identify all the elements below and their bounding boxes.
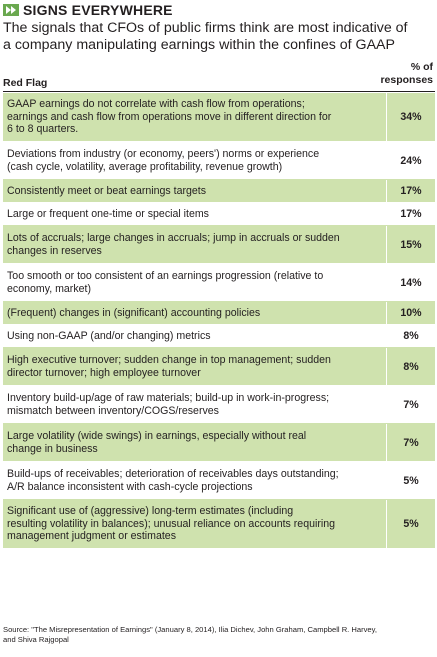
row-label: GAAP earnings do not correlate with cash…: [3, 93, 386, 141]
row-label: Deviations from industry (or economy, pe…: [3, 142, 386, 179]
table-row: Significant use of (aggressive) long-ter…: [3, 500, 435, 549]
table-row: Lots of accruals; large changes in accru…: [3, 226, 435, 264]
row-label: Consistently meet or beat earnings targe…: [3, 180, 386, 202]
row-value: 34%: [386, 93, 435, 141]
double-arrow-icon: [3, 4, 19, 16]
row-label: Lots of accruals; large changes in accru…: [3, 226, 386, 263]
column-headers: Red Flag % of responses: [3, 61, 435, 93]
row-label-text: Significant use of (aggressive) long-ter…: [7, 505, 335, 543]
table-row: (Frequent) changes in (significant) acco…: [3, 302, 435, 325]
row-label-text: GAAP earnings do not correlate with cash…: [7, 98, 331, 136]
row-label-text: Build-ups of receivables; deterioration …: [7, 468, 339, 493]
row-label-line: director turnover; high employee turnove…: [7, 366, 201, 379]
source-line-1: Source: "The Misrepresentation of Earnin…: [3, 625, 377, 634]
row-label-text: Lots of accruals; large changes in accru…: [7, 232, 340, 257]
row-label-line: economy, market): [7, 282, 91, 295]
row-value: 15%: [386, 226, 435, 263]
kicker-title: SIGNS EVERYWHERE: [23, 2, 173, 18]
row-label-line: Consistently meet or beat earnings targe…: [7, 184, 207, 197]
table-row: Large volatility (wide swings) in earnin…: [3, 424, 435, 462]
row-label-text: (Frequent) changes in (significant) acco…: [7, 307, 260, 320]
row-label: Too smooth or too consistent of an earni…: [3, 264, 386, 301]
row-label-line: High executive turnover; sudden change i…: [7, 353, 331, 366]
row-label-line: Large volatility (wide swings) in earnin…: [7, 429, 307, 442]
row-value: 17%: [386, 180, 435, 202]
row-label-line: Build-ups of receivables; deterioration …: [7, 467, 339, 480]
table-row: GAAP earnings do not correlate with cash…: [3, 93, 435, 142]
row-label-text: Large or frequent one-time or special it…: [7, 208, 209, 221]
row-label-line: mismatch between inventory/COGS/reserves: [7, 404, 219, 417]
row-label-line: A/R balance inconsistent with cash-cycle…: [7, 480, 253, 493]
header: SIGNS EVERYWHERE The signals that CFOs o…: [3, 2, 435, 54]
row-label-line: GAAP earnings do not correlate with cash…: [7, 98, 305, 111]
row-label-text: High executive turnover; sudden change i…: [7, 354, 331, 379]
row-label-line: earnings and cash flow from operations m…: [7, 110, 332, 123]
subtitle-line-2: a company manipulating earnings within t…: [3, 37, 395, 53]
row-label-line: Inventory build-up/age of raw materials;…: [7, 391, 330, 404]
row-label-line: changes in reserves: [7, 244, 102, 257]
row-label: High executive turnover; sudden change i…: [3, 348, 386, 385]
table-row: Inventory build-up/age of raw materials;…: [3, 386, 435, 424]
row-label-line: management judgment or estimates: [7, 530, 176, 543]
row-label-line: Significant use of (aggressive) long-ter…: [7, 505, 294, 518]
column-header-pct-line-1: % of: [410, 61, 433, 73]
title-row: SIGNS EVERYWHERE: [3, 2, 435, 18]
table-row: Using non-GAAP (and/or changing) metrics…: [3, 325, 435, 348]
column-header-pct: % of responses: [373, 61, 433, 87]
row-label-text: Deviations from industry (or economy, pe…: [7, 148, 319, 173]
row-label-line: Large or frequent one-time or special it…: [7, 207, 209, 220]
subtitle: The signals that CFOs of public firms th…: [3, 20, 435, 54]
row-value: 17%: [386, 203, 435, 225]
subtitle-line-1: The signals that CFOs of public firms th…: [3, 20, 408, 36]
row-value: 7%: [386, 386, 435, 423]
header-rule: [3, 91, 435, 92]
table-row: High executive turnover; sudden change i…: [3, 348, 435, 386]
table-row: Large or frequent one-time or special it…: [3, 203, 435, 226]
table-row: Consistently meet or beat earnings targe…: [3, 180, 435, 203]
row-label: Large or frequent one-time or special it…: [3, 203, 386, 225]
row-label-line: Deviations from industry (or economy, pe…: [7, 147, 320, 160]
row-label: Large volatility (wide swings) in earnin…: [3, 424, 386, 461]
row-value: 5%: [386, 500, 435, 548]
row-value: 7%: [386, 424, 435, 461]
column-header-pct-line-2: responses: [380, 74, 433, 86]
row-value: 8%: [386, 348, 435, 385]
row-label: Inventory build-up/age of raw materials;…: [3, 386, 386, 423]
row-label-text: Inventory build-up/age of raw materials;…: [7, 392, 329, 417]
row-label-line: Using non-GAAP (and/or changing) metrics: [7, 329, 211, 342]
row-label-text: Consistently meet or beat earnings targe…: [7, 185, 206, 198]
row-label-line: resulting volatility in balances); unusu…: [7, 517, 336, 530]
row-label-line: Lots of accruals; large changes in accru…: [7, 231, 340, 244]
row-label: Build-ups of receivables; deterioration …: [3, 462, 386, 499]
row-label-text: Too smooth or too consistent of an earni…: [7, 270, 323, 295]
red-flag-table: GAAP earnings do not correlate with cash…: [3, 93, 435, 549]
row-label-line: (Frequent) changes in (significant) acco…: [7, 306, 261, 319]
row-value: 10%: [386, 302, 435, 324]
row-label-line: 6 to 8 quarters.: [7, 123, 79, 136]
row-label: Using non-GAAP (and/or changing) metrics: [3, 325, 386, 347]
table-row: Deviations from industry (or economy, pe…: [3, 142, 435, 180]
row-label: (Frequent) changes in (significant) acco…: [3, 302, 386, 324]
row-value: 14%: [386, 264, 435, 301]
table-row: Build-ups of receivables; deterioration …: [3, 462, 435, 500]
row-label-line: Too smooth or too consistent of an earni…: [7, 269, 324, 282]
row-label: Significant use of (aggressive) long-ter…: [3, 500, 386, 548]
row-value: 8%: [386, 325, 435, 347]
column-header-flag: Red Flag: [3, 77, 48, 89]
table-row: Too smooth or too consistent of an earni…: [3, 264, 435, 302]
row-label-line: change in business: [7, 442, 98, 455]
row-value: 5%: [386, 462, 435, 499]
source-line-2: and Shiva Rajgopal: [3, 635, 69, 644]
row-value: 24%: [386, 142, 435, 179]
row-label-text: Large volatility (wide swings) in earnin…: [7, 430, 306, 455]
source-note: Source: "The Misrepresentation of Earnin…: [3, 625, 435, 645]
row-label-text: Using non-GAAP (and/or changing) metrics: [7, 330, 211, 343]
row-label-line: (cash cycle, volatility, average profita…: [7, 160, 283, 173]
